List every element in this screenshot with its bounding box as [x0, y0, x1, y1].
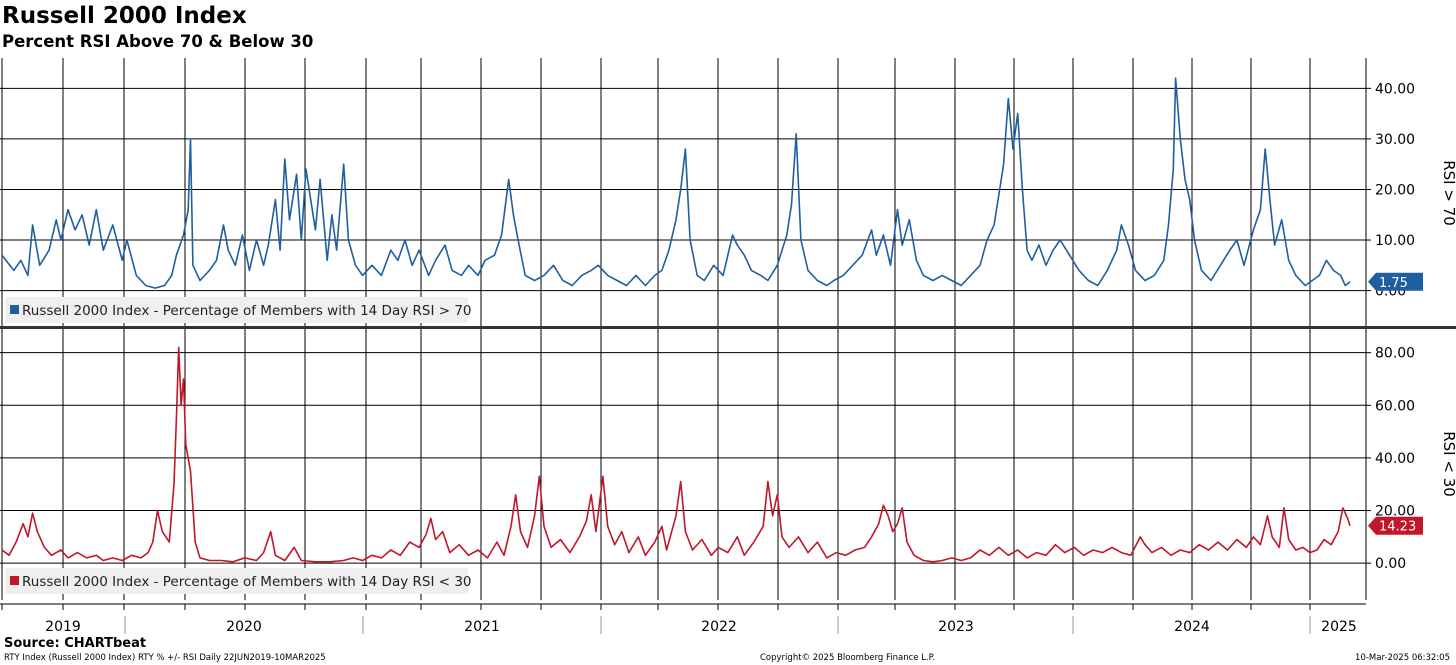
x-tick-label: 2019 — [45, 619, 81, 635]
upper-legend-label: Russell 2000 Index - Percentage of Membe… — [22, 303, 472, 319]
y-tick-label: 60.00 — [1375, 398, 1415, 414]
y-tick-label: 40.00 — [1375, 81, 1415, 97]
y-tick-label: 40.00 — [1375, 451, 1415, 467]
chart-subtitle: Percent RSI Above 70 & Below 30 — [2, 32, 314, 51]
chart-title: Russell 2000 Index — [2, 3, 247, 29]
x-tick-label: 2020 — [226, 619, 262, 635]
y-tick-label: 0.00 — [1375, 556, 1406, 572]
lower-legend: Russell 2000 Index - Percentage of Membe… — [5, 568, 472, 594]
x-tick-label: 2021 — [464, 619, 500, 635]
y-tick-label: 10.00 — [1375, 233, 1415, 249]
footer-copyright: Copyright© 2025 Bloomberg Finance L.P. — [760, 653, 936, 663]
upper-legend-swatch — [10, 305, 19, 314]
source-note: Source: CHARTbeat — [4, 636, 147, 651]
upper-legend-box — [5, 297, 468, 323]
y-tick-label: 80.00 — [1375, 346, 1415, 362]
lower-last-value-badge: 14.23 — [1368, 516, 1423, 535]
x-tick-label: 2022 — [701, 619, 737, 635]
lower-grid — [0, 329, 1367, 600]
upper-y-axis-label: RSI > 70 — [1440, 160, 1456, 226]
upper-series-line — [1, 77, 1351, 289]
lower-y-ticks: 0.00 20.00 40.00 60.00 80.00 — [1366, 346, 1415, 572]
y-tick-label: 20.00 — [1375, 182, 1415, 198]
x-tick-label: 2024 — [1174, 619, 1210, 635]
upper-grid — [0, 58, 1367, 326]
lower-legend-swatch — [10, 576, 19, 585]
x-axis-ticks: 2019 2020 2021 2022 2023 2024 2025 — [1, 604, 1357, 635]
upper-last-value: 1.75 — [1379, 276, 1408, 291]
lower-badge-shape — [1368, 516, 1423, 535]
x-tick-label: 2023 — [938, 619, 974, 635]
lower-last-value: 14.23 — [1379, 520, 1416, 535]
panel-separator — [0, 326, 1456, 329]
footer-security-info: RTY Index (Russell 2000 Index) RTY % +/-… — [4, 653, 326, 663]
footer-timestamp: 10-Mar-2025 06:32:05 — [1355, 653, 1450, 663]
x-axis: 2019 2020 2021 2022 2023 2024 2025 — [0, 603, 1366, 635]
lower-y-axis-label: RSI < 30 — [1440, 431, 1456, 497]
lower-legend-box — [5, 568, 468, 594]
lower-legend-label: Russell 2000 Index - Percentage of Membe… — [22, 574, 472, 590]
upper-badge-shape — [1368, 272, 1423, 291]
x-tick-label: 2025 — [1321, 619, 1357, 635]
y-tick-label: 20.00 — [1375, 504, 1415, 520]
upper-legend: Russell 2000 Index - Percentage of Membe… — [5, 297, 472, 323]
upper-last-value-badge: 1.75 — [1368, 272, 1423, 291]
y-tick-label: 30.00 — [1375, 132, 1415, 148]
lower-series-line — [1, 346, 1351, 563]
